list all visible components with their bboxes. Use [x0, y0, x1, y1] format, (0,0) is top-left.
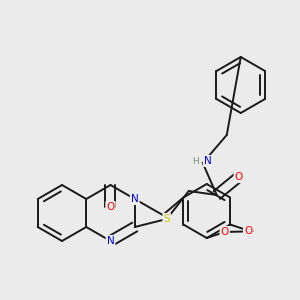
- Text: N: N: [131, 194, 139, 204]
- Text: O: O: [106, 202, 115, 212]
- Text: O: O: [235, 172, 243, 182]
- Text: N: N: [106, 236, 114, 246]
- Text: O: O: [244, 226, 252, 236]
- Text: N: N: [204, 156, 212, 166]
- Text: S: S: [164, 214, 170, 224]
- Text: O: O: [220, 227, 229, 237]
- Text: H: H: [192, 157, 199, 166]
